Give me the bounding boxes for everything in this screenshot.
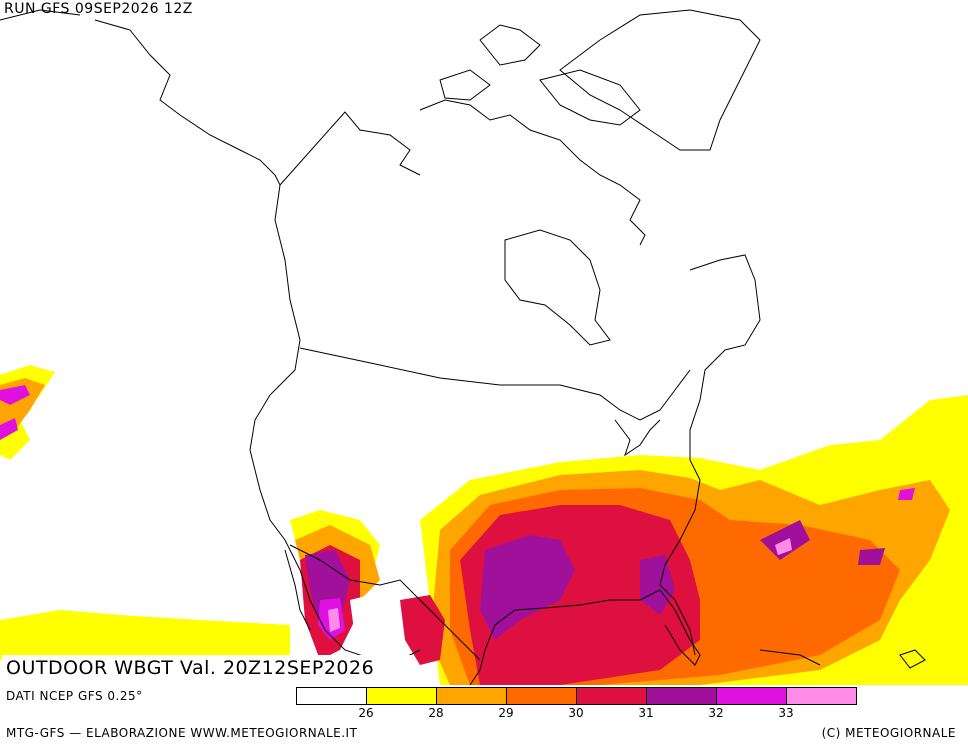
legend-box <box>786 687 857 705</box>
data-source-label: DATI NCEP GFS 0.25° <box>6 689 143 703</box>
product-title: OUTDOOR WBGT Val. 20Z12SEP2026 <box>6 657 375 679</box>
footer-credit: MTG-GFS — ELABORAZIONE WWW.METEOGIORNALE… <box>6 726 358 740</box>
legend-box <box>576 687 647 705</box>
legend-box <box>436 687 507 705</box>
legend-box <box>366 687 437 705</box>
wbgt-map <box>0 9 968 685</box>
legend-tick: 28 <box>428 706 444 720</box>
legend-tick: 32 <box>708 706 724 720</box>
legend-box <box>716 687 787 705</box>
title-background <box>2 655 412 685</box>
legend-box <box>506 687 577 705</box>
color-legend: 26 28 29 30 31 32 33 <box>296 686 862 722</box>
legend-box <box>296 687 367 705</box>
heat-field-layer <box>0 365 968 685</box>
run-title: RUN GFS 09SEP2026 12Z <box>4 1 193 17</box>
footer-copyright: (C) METEOGIORNALE <box>821 726 956 740</box>
coastline-layer <box>0 9 926 685</box>
legend-tick: 30 <box>568 706 584 720</box>
legend-tick: 29 <box>498 706 514 720</box>
legend-box <box>646 687 717 705</box>
legend-tick: 26 <box>358 706 374 720</box>
legend-tick: 31 <box>638 706 654 720</box>
legend-tick: 33 <box>778 706 794 720</box>
